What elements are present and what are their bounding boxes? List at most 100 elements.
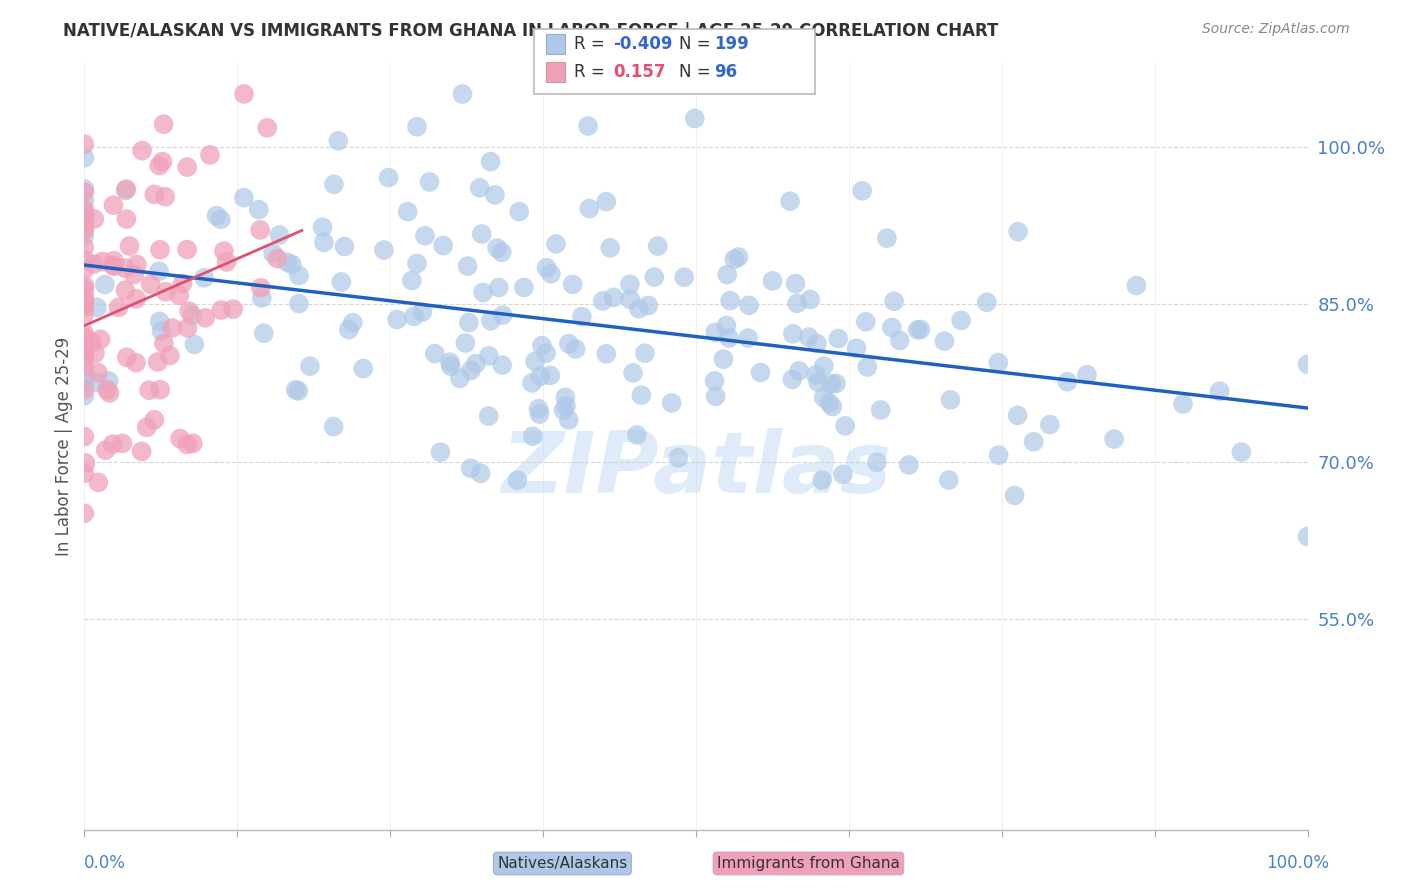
Point [555, 399, 578, 413]
Text: N =: N = [679, 35, 716, 53]
Point [413, 228, 436, 243]
Point [149, 383, 172, 397]
Text: Natives/Alaskans: Natives/Alaskans [498, 856, 627, 871]
Point [950, 313, 973, 327]
Point [115, 212, 138, 227]
Point [418, 175, 440, 189]
Point [73, 338, 96, 352]
Point [782, 326, 804, 341]
Point [73, 240, 96, 254]
Point [73, 333, 96, 347]
Point [73, 223, 96, 237]
Point [761, 274, 783, 288]
Point [122, 268, 145, 282]
Point [146, 355, 169, 369]
Point [558, 336, 581, 351]
Point [401, 274, 423, 288]
Point [73, 185, 96, 199]
Point [107, 301, 129, 315]
Point [703, 374, 725, 388]
Point [172, 277, 194, 291]
Point [215, 255, 238, 269]
Point [564, 342, 586, 356]
Point [111, 436, 134, 450]
Point [411, 305, 433, 319]
Point [125, 292, 148, 306]
Point [439, 355, 461, 369]
Point [856, 359, 879, 374]
Point [149, 314, 172, 328]
Point [825, 376, 848, 391]
Point [396, 204, 419, 219]
Point [478, 409, 501, 423]
Point [530, 338, 553, 352]
Point [558, 413, 581, 427]
Point [139, 277, 162, 292]
Point [73, 383, 96, 397]
Point [212, 244, 235, 258]
Point [402, 310, 425, 324]
Point [811, 473, 834, 487]
Point [460, 363, 482, 377]
Point [114, 184, 136, 198]
Point [727, 250, 749, 264]
Text: 0.0%: 0.0% [84, 855, 127, 872]
Point [73, 506, 96, 520]
Point [544, 236, 567, 251]
Point [538, 368, 561, 383]
Text: Source: ZipAtlas.com: Source: ZipAtlas.com [1202, 22, 1350, 37]
Point [73, 252, 96, 267]
Point [506, 473, 529, 487]
Point [209, 303, 232, 318]
Point [553, 403, 575, 417]
Point [832, 467, 855, 482]
Point [485, 241, 508, 255]
Point [468, 181, 491, 195]
Point [621, 366, 644, 380]
Point [103, 259, 125, 273]
Point [73, 220, 96, 235]
Point [1056, 375, 1078, 389]
Point [103, 253, 125, 268]
Point [253, 326, 276, 341]
Point [1102, 432, 1125, 446]
Point [869, 403, 891, 417]
Point [298, 359, 321, 373]
Point [86, 301, 108, 315]
Point [406, 120, 429, 134]
Point [595, 347, 617, 361]
Text: ZIPatlas: ZIPatlas [501, 427, 891, 510]
Point [233, 87, 256, 101]
Point [813, 391, 835, 405]
Point [311, 220, 333, 235]
Point [460, 461, 482, 475]
Text: -0.409: -0.409 [613, 35, 672, 53]
Point [148, 264, 170, 278]
Point [73, 205, 96, 219]
Point [222, 302, 245, 317]
Point [673, 270, 696, 285]
Point [1007, 225, 1029, 239]
Point [73, 326, 96, 341]
Point [513, 280, 536, 294]
Point [73, 294, 96, 309]
Point [94, 277, 117, 292]
Point [73, 182, 96, 196]
Point [716, 318, 738, 333]
Point [987, 355, 1010, 369]
Point [73, 293, 96, 308]
Point [592, 293, 614, 308]
Point [125, 257, 148, 271]
Point [103, 198, 125, 212]
Point [152, 154, 174, 169]
Point [232, 191, 254, 205]
Point [807, 375, 830, 389]
Text: 100.0%: 100.0% [1265, 855, 1329, 872]
Point [897, 458, 920, 472]
Point [176, 160, 198, 174]
Point [534, 346, 557, 360]
Point [661, 396, 683, 410]
Point [250, 281, 273, 295]
Point [749, 366, 772, 380]
Point [683, 112, 706, 126]
